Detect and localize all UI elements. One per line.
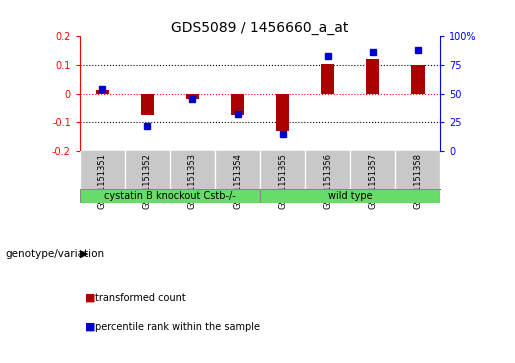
Title: GDS5089 / 1456660_a_at: GDS5089 / 1456660_a_at xyxy=(171,21,349,35)
Bar xyxy=(321,64,334,94)
Text: ■: ■ xyxy=(85,293,95,303)
Text: GSM1151355: GSM1151355 xyxy=(278,153,287,209)
Bar xyxy=(141,94,154,115)
Text: percentile rank within the sample: percentile rank within the sample xyxy=(95,322,260,332)
Text: GSM1151358: GSM1151358 xyxy=(414,153,422,209)
Bar xyxy=(411,65,424,94)
Bar xyxy=(186,94,199,99)
Text: GSM1151354: GSM1151354 xyxy=(233,153,242,209)
Text: transformed count: transformed count xyxy=(95,293,186,303)
Bar xyxy=(366,59,380,94)
Text: genotype/variation: genotype/variation xyxy=(5,249,104,259)
Bar xyxy=(96,90,109,94)
Text: cystatin B knockout Cstb-/-: cystatin B knockout Cstb-/- xyxy=(104,191,236,201)
Bar xyxy=(260,189,440,203)
Bar xyxy=(276,94,289,131)
Bar xyxy=(80,189,260,203)
Text: ■: ■ xyxy=(85,322,95,332)
Text: GSM1151352: GSM1151352 xyxy=(143,153,152,209)
Text: GSM1151353: GSM1151353 xyxy=(188,153,197,209)
Text: GSM1151356: GSM1151356 xyxy=(323,153,332,209)
Text: GSM1151357: GSM1151357 xyxy=(368,153,377,209)
Bar xyxy=(231,94,244,115)
Text: GSM1151351: GSM1151351 xyxy=(98,153,107,209)
Text: ▶: ▶ xyxy=(80,249,89,259)
Text: wild type: wild type xyxy=(328,191,372,201)
